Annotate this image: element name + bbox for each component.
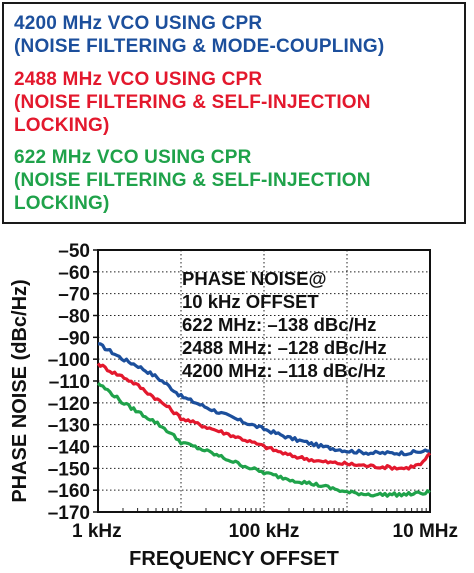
x-tick-label: 10 MHz: [393, 521, 458, 542]
y-tick-label: –80: [58, 307, 90, 328]
series-line: [96, 362, 432, 471]
y-axis-label: PHASE NOISE (dBc/Hz): [9, 279, 31, 502]
y-tick-label: –170: [48, 503, 90, 524]
y-tick-label: –120: [48, 394, 90, 415]
y-tick-label: –130: [48, 416, 90, 437]
legend-line: 2488 MHz VCO USING CPR: [14, 69, 263, 90]
legend-line: 4200 MHz VCO USING CPR: [14, 13, 263, 34]
y-tick-label: –90: [58, 328, 90, 349]
y-tick-label: –70: [58, 285, 90, 306]
legend-line: LOCKING): [14, 193, 110, 214]
legend-line: 622 MHz VCO USING CPR: [14, 147, 252, 168]
y-tick-label: –160: [48, 481, 90, 502]
x-tick-label: 1 kHz: [72, 521, 122, 542]
legend-entry: 2488 MHz VCO USING CPR (NOISE FILTERING &…: [14, 68, 371, 137]
y-tick-label: –60: [58, 263, 90, 284]
annotation-line: 10 kHz OFFSET: [182, 291, 319, 312]
y-tick-label: –150: [48, 459, 90, 480]
annotation-line: 2488 MHz: –128 dBc/Hz: [182, 337, 387, 358]
x-tick-label: 100 kHz: [229, 521, 300, 542]
legend-line: (NOISE FILTERING & SELF-INJECTION: [14, 92, 371, 113]
x-axis-label: FREQUENCY OFFSET: [129, 548, 339, 570]
series-line: [96, 382, 431, 498]
annotation-line: 622 MHz: –138 dBc/Hz: [182, 314, 376, 335]
legend-line: (NOISE FILTERING & SELF-INJECTION: [14, 170, 371, 191]
y-tick-label: –100: [48, 350, 90, 371]
legend-entry: 4200 MHz VCO USING CPR (NOISE FILTERING &…: [14, 12, 384, 58]
y-tick-label: –140: [48, 438, 90, 459]
plot-frame: [97, 249, 431, 513]
y-tick-label: –110: [49, 372, 90, 393]
annotation-line: PHASE NOISE@: [182, 268, 327, 289]
y-tick-label: –50: [58, 241, 90, 262]
legend-entry: 622 MHz VCO USING CPR (NOISE FILTERING & …: [14, 146, 371, 215]
legend-line: LOCKING): [14, 115, 110, 136]
legend-line: (NOISE FILTERING & MODE-COUPLING): [14, 36, 385, 57]
legend-box: 4200 MHz VCO USING CPR (NOISE FILTERING &…: [2, 2, 466, 224]
annotation-line: 4200 MHz: –118 dBc/Hz: [182, 360, 386, 381]
series-line: [98, 342, 431, 457]
